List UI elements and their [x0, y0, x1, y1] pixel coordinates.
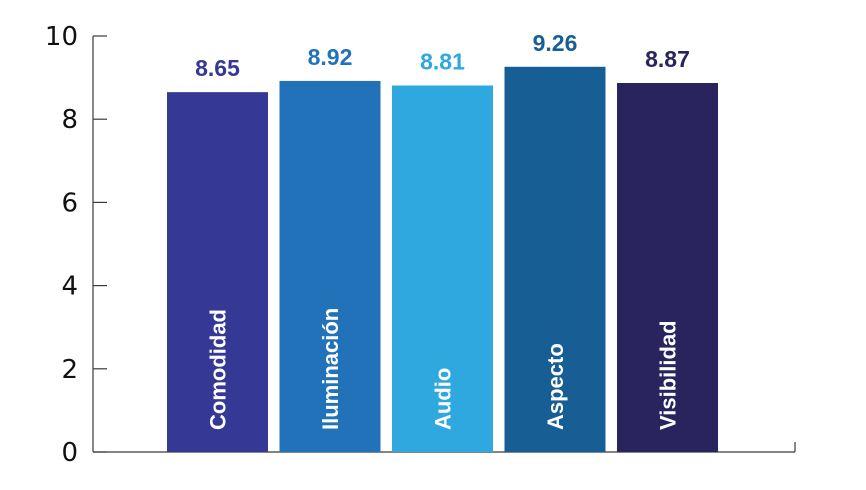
bar: [504, 66, 606, 452]
y-tick-label: 10: [45, 22, 78, 52]
bar: [617, 83, 718, 453]
value-label: 8.65: [195, 55, 240, 81]
value-label: 8.87: [645, 46, 690, 72]
bars: [167, 66, 718, 453]
labels: 8.65 Comodidad 8.92 Iluminación 8.81 Audio 9.2…: [195, 30, 690, 430]
category-label: Comodidad: [206, 309, 231, 430]
category-label: Iluminación: [318, 308, 343, 430]
y-tick-label: 0: [61, 438, 78, 468]
value-label: 8.92: [308, 44, 353, 70]
bar: [279, 80, 381, 452]
bar: [392, 85, 493, 452]
y-tick-label: 2: [61, 355, 78, 385]
category-label: Visibilidad: [656, 320, 681, 430]
category-label: Audio: [431, 368, 456, 430]
y-tick-label: 6: [61, 188, 78, 218]
bar: [167, 92, 268, 452]
value-label: 8.81: [420, 49, 465, 75]
category-label: Aspecto: [543, 343, 568, 430]
y-tick-label: 4: [61, 272, 78, 302]
value-label: 9.26: [533, 30, 578, 56]
y-tick-label: 8: [61, 105, 78, 135]
